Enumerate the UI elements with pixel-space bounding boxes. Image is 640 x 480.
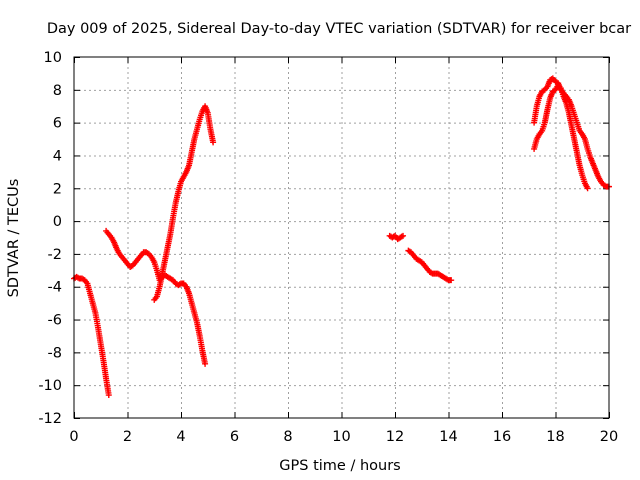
y-tick-label: -8 — [48, 345, 62, 361]
series-track-e — [386, 232, 407, 243]
x-tick-label: 18 — [546, 429, 564, 445]
grid-lines — [74, 57, 609, 418]
x-tick-label: 12 — [386, 429, 404, 445]
data-point — [210, 139, 217, 146]
series-track-h — [531, 75, 612, 190]
series-track-g — [531, 81, 591, 192]
y-tick-label: 6 — [53, 116, 62, 132]
x-tick-label: 14 — [439, 429, 457, 445]
y-tick-label: 0 — [53, 214, 62, 230]
x-axis-label: GPS time / hours — [279, 458, 400, 474]
series-track-c — [151, 103, 217, 303]
series-track-b — [103, 227, 163, 284]
y-tick-label: 10 — [44, 50, 62, 66]
data-point — [448, 277, 455, 284]
series-track-f — [405, 247, 455, 284]
x-tick-label: 6 — [230, 429, 239, 445]
x-tick-label: 10 — [332, 429, 350, 445]
x-tick-label: 8 — [283, 429, 292, 445]
data-point — [584, 185, 591, 192]
y-tick-label: 8 — [53, 83, 62, 99]
y-tick-label: -6 — [48, 313, 62, 329]
chart-title: Day 009 of 2025, Sidereal Day-to-day VTE… — [47, 21, 631, 37]
series-track-a — [71, 273, 112, 399]
y-tick-label: -12 — [38, 411, 62, 427]
series-track-d — [159, 272, 209, 367]
y-axis-label: SDTVAR / TECUs — [6, 179, 22, 298]
x-tick-label: 2 — [123, 429, 132, 445]
x-tick-label: 0 — [69, 429, 78, 445]
y-tick-label: -4 — [48, 280, 62, 296]
x-tick-labels: 0 2 4 6 8 10 12 14 16 18 20 — [69, 429, 618, 445]
y-tick-label: -2 — [48, 247, 62, 263]
plot-frame — [73, 56, 610, 419]
y-tick-label: 4 — [53, 148, 62, 164]
y-tick-labels: -12 -10 -8 -6 -4 -2 0 2 4 6 8 10 — [38, 50, 62, 427]
y-tick-label: -10 — [38, 378, 62, 394]
data-point — [400, 232, 407, 239]
x-tick-label: 20 — [600, 429, 618, 445]
x-tick-label: 4 — [176, 429, 185, 445]
data-point — [105, 392, 112, 399]
data-points — [71, 75, 612, 399]
y-tick-label: 2 — [53, 181, 62, 197]
data-point — [202, 360, 209, 367]
x-tick-label: 16 — [493, 429, 511, 445]
